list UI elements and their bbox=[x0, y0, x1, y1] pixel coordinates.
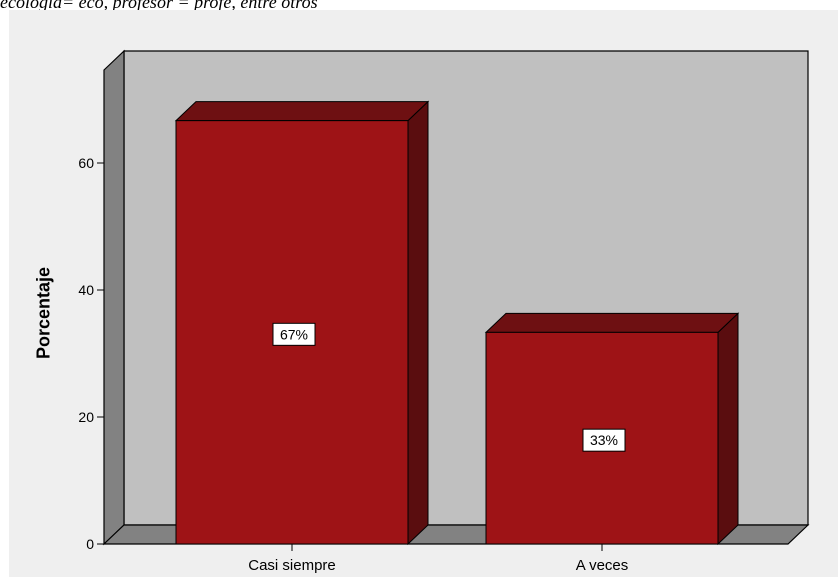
bar-top bbox=[174, 101, 430, 122]
data-label: 67% bbox=[280, 326, 308, 342]
bar-side bbox=[407, 100, 429, 546]
x-tick-label: Casi siempre bbox=[248, 557, 336, 574]
bar-side bbox=[717, 312, 739, 546]
y-tick-label: 20 bbox=[78, 409, 94, 425]
data-label-box bbox=[272, 322, 316, 346]
bar-top bbox=[484, 312, 740, 333]
plot-left-wall bbox=[103, 49, 125, 546]
y-axis-title: Porcentaje bbox=[33, 266, 54, 360]
y-tick-label: 0 bbox=[86, 536, 94, 552]
y-tick-label: 40 bbox=[78, 282, 94, 298]
figure-caption: ecologia= eco, profesor = profe, entre o… bbox=[0, 0, 318, 12]
data-label: 33% bbox=[590, 432, 618, 448]
data-label-box bbox=[582, 428, 626, 452]
y-tick-label: 60 bbox=[78, 155, 94, 171]
x-tick-label: A veces bbox=[576, 557, 629, 574]
